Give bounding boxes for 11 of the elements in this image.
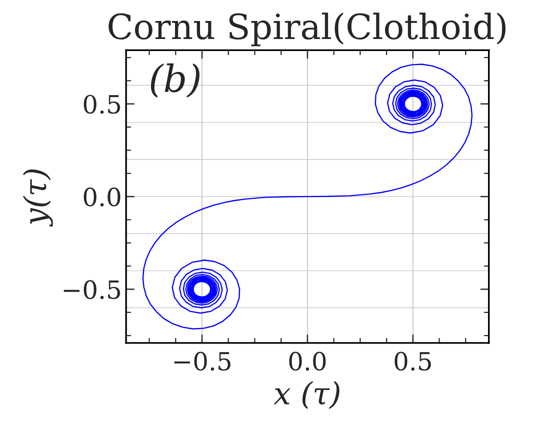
y-tick-label: 0.5: [84, 94, 120, 114]
line-series: [142, 64, 473, 330]
x-tick-label: 0.5: [394, 352, 431, 371]
y-tick-label: 0.0: [84, 188, 120, 206]
x-tick-label: −0.5: [174, 352, 230, 371]
annotation: (b): [150, 63, 200, 98]
y-axis-title: y(τ): [22, 169, 53, 227]
x-tick-label: 0.0: [289, 352, 326, 371]
chart-title: Cornu Spiral(Clothoid): [108, 12, 506, 46]
x-axis-title: x (τ): [274, 381, 340, 410]
y-tick-label: −0.5: [64, 280, 120, 300]
